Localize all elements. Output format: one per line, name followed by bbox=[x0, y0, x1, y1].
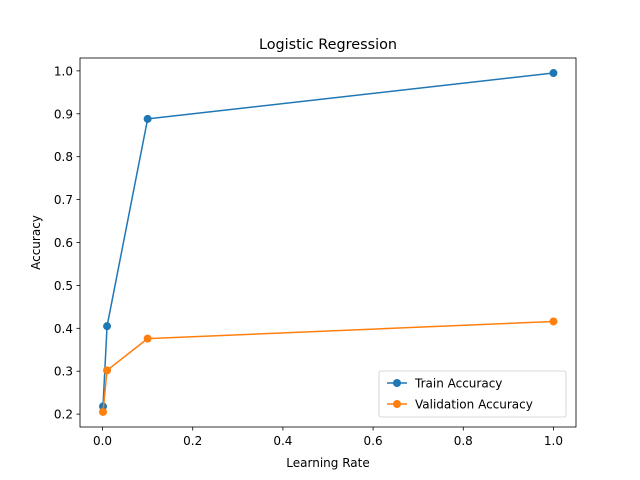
chart-title: Logistic Regression bbox=[259, 37, 397, 53]
data-point bbox=[98, 407, 107, 416]
data-point bbox=[549, 69, 558, 78]
series-layer bbox=[98, 69, 558, 416]
series-line bbox=[102, 72, 554, 407]
data-point bbox=[143, 114, 152, 123]
x-tick-label: 0.8 bbox=[454, 434, 473, 448]
legend-item: Validation Accuracy bbox=[387, 398, 533, 412]
data-point bbox=[103, 366, 112, 375]
legend-box bbox=[378, 370, 567, 418]
legend-marker bbox=[393, 379, 401, 387]
data-point bbox=[549, 317, 558, 326]
legend-marker bbox=[393, 400, 401, 408]
series-line bbox=[102, 320, 554, 413]
y-tick-label: 0.7 bbox=[54, 193, 73, 207]
series-train-accuracy bbox=[98, 69, 558, 411]
y-axis: 0.2 0.3 0.4 0.5 0.6 0.7 0.8 0.9 1.0 bbox=[54, 64, 80, 422]
legend-item: Train Accuracy bbox=[387, 377, 502, 391]
y-tick-label: 0.8 bbox=[54, 150, 73, 164]
legend-label: Train Accuracy bbox=[414, 377, 502, 391]
y-tick-label: 0.4 bbox=[54, 322, 73, 336]
x-tick-label: 0.2 bbox=[183, 434, 202, 448]
x-axis: 0.0 0.2 0.4 0.6 0.8 1.0 bbox=[93, 427, 563, 448]
x-axis-label: Learning Rate bbox=[286, 456, 369, 470]
y-tick-label: 1.0 bbox=[54, 64, 73, 78]
x-tick-label: 0.0 bbox=[93, 434, 112, 448]
legend: Train Accuracy Validation Accuracy bbox=[378, 370, 567, 418]
data-point bbox=[103, 322, 112, 331]
legend-label: Validation Accuracy bbox=[415, 398, 533, 412]
data-point bbox=[143, 334, 152, 343]
y-tick-label: 0.5 bbox=[54, 279, 73, 293]
series-validation-accuracy bbox=[98, 317, 558, 416]
y-tick-label: 0.6 bbox=[54, 236, 73, 250]
y-tick-label: 0.3 bbox=[54, 365, 73, 379]
y-tick-label: 0.2 bbox=[54, 408, 73, 422]
y-tick-label: 0.9 bbox=[54, 107, 73, 121]
y-axis-label: Accuracy bbox=[29, 215, 43, 270]
x-tick-label: 0.4 bbox=[273, 434, 292, 448]
x-tick-label: 0.6 bbox=[364, 434, 383, 448]
x-tick-label: 1.0 bbox=[544, 434, 563, 448]
